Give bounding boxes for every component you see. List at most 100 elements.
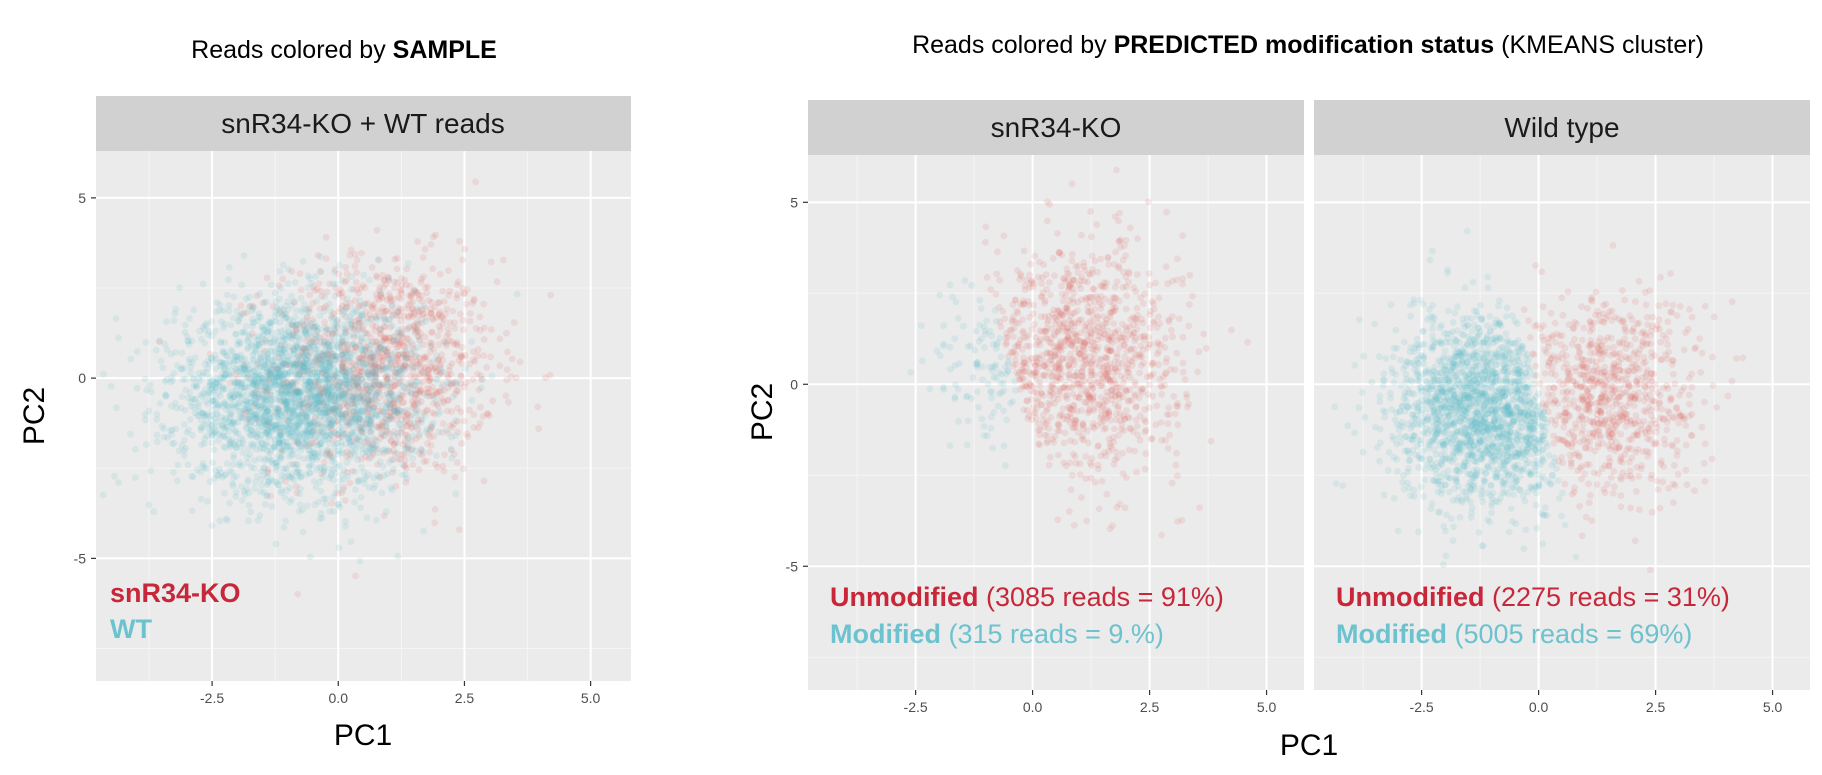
data-point bbox=[201, 440, 208, 447]
data-point bbox=[348, 538, 355, 545]
data-point bbox=[1097, 305, 1104, 312]
data-point bbox=[1200, 331, 1207, 338]
data-point bbox=[1066, 384, 1073, 391]
data-point bbox=[1187, 272, 1194, 279]
data-point bbox=[293, 329, 300, 336]
data-point bbox=[1077, 285, 1084, 292]
data-point bbox=[420, 254, 427, 261]
data-point bbox=[1021, 247, 1028, 254]
data-point bbox=[208, 355, 215, 362]
data-point bbox=[947, 281, 954, 288]
data-point bbox=[467, 310, 474, 317]
data-point bbox=[313, 466, 320, 473]
data-point bbox=[982, 224, 989, 231]
facet-ko-unmodified-label: Unmodified (3085 reads = 91%) bbox=[830, 582, 1224, 612]
data-point bbox=[360, 425, 367, 432]
data-point bbox=[163, 318, 170, 325]
data-point bbox=[360, 360, 367, 367]
data-point bbox=[317, 268, 324, 275]
data-point bbox=[1041, 300, 1048, 307]
data-point bbox=[1093, 221, 1100, 228]
data-point bbox=[420, 273, 427, 280]
data-point bbox=[451, 474, 458, 481]
data-point bbox=[243, 323, 250, 330]
y-tick-label: 5 bbox=[78, 190, 86, 206]
data-point bbox=[1158, 419, 1165, 426]
data-point bbox=[1140, 320, 1147, 327]
data-point bbox=[467, 318, 474, 325]
data-point bbox=[1111, 426, 1118, 433]
data-point bbox=[344, 402, 351, 409]
data-point bbox=[404, 346, 411, 353]
data-point bbox=[455, 387, 462, 394]
data-point bbox=[1070, 402, 1077, 409]
data-point bbox=[993, 291, 1000, 298]
data-point bbox=[1130, 284, 1137, 291]
data-point bbox=[425, 284, 432, 291]
data-point bbox=[1173, 450, 1180, 457]
data-point bbox=[338, 443, 345, 450]
data-point bbox=[978, 305, 985, 312]
data-point bbox=[258, 324, 265, 331]
data-point bbox=[509, 356, 516, 363]
data-point bbox=[441, 451, 448, 458]
data-point bbox=[262, 501, 269, 508]
data-point bbox=[1081, 362, 1088, 369]
data-point bbox=[209, 440, 216, 447]
data-point bbox=[505, 399, 512, 406]
data-point bbox=[261, 457, 268, 464]
data-point bbox=[458, 373, 465, 380]
data-point bbox=[1042, 362, 1049, 369]
data-point bbox=[987, 328, 994, 335]
data-point bbox=[353, 446, 360, 453]
data-point bbox=[285, 404, 292, 411]
data-point bbox=[242, 366, 249, 373]
data-point bbox=[1032, 362, 1039, 369]
data-point bbox=[1052, 364, 1059, 371]
data-point bbox=[481, 478, 488, 485]
data-point bbox=[443, 427, 450, 434]
data-point bbox=[207, 478, 214, 485]
data-point bbox=[285, 266, 292, 273]
data-point bbox=[1132, 351, 1139, 358]
data-point bbox=[236, 399, 243, 406]
data-point bbox=[1001, 442, 1008, 449]
data-point bbox=[1110, 320, 1117, 327]
data-point bbox=[1062, 430, 1069, 437]
data-point bbox=[317, 254, 324, 261]
data-point bbox=[383, 404, 390, 411]
data-point bbox=[1146, 282, 1153, 289]
data-point bbox=[347, 317, 354, 324]
data-point bbox=[381, 346, 388, 353]
data-point bbox=[189, 359, 196, 366]
data-point bbox=[174, 462, 181, 469]
data-point bbox=[1047, 454, 1054, 461]
data-point bbox=[217, 339, 224, 346]
data-point bbox=[277, 359, 284, 366]
data-point bbox=[1071, 522, 1078, 529]
data-point bbox=[293, 307, 300, 314]
data-point bbox=[242, 398, 249, 405]
data-point bbox=[360, 272, 367, 279]
data-point bbox=[297, 501, 304, 508]
data-point bbox=[1228, 327, 1235, 334]
data-point bbox=[178, 393, 185, 400]
data-point bbox=[346, 332, 353, 339]
data-point bbox=[380, 284, 387, 291]
data-point bbox=[254, 473, 261, 480]
data-point bbox=[1046, 369, 1053, 376]
data-point bbox=[1208, 438, 1215, 445]
data-point bbox=[273, 459, 280, 466]
data-point bbox=[964, 393, 971, 400]
data-point bbox=[1138, 353, 1145, 360]
data-point bbox=[357, 504, 364, 511]
data-point bbox=[487, 354, 494, 361]
data-point bbox=[377, 326, 384, 333]
data-point bbox=[356, 354, 363, 361]
data-point bbox=[1072, 453, 1079, 460]
data-point bbox=[172, 310, 179, 317]
data-point bbox=[281, 346, 288, 353]
data-point bbox=[230, 461, 237, 468]
data-point bbox=[454, 291, 461, 298]
data-point bbox=[335, 501, 342, 508]
